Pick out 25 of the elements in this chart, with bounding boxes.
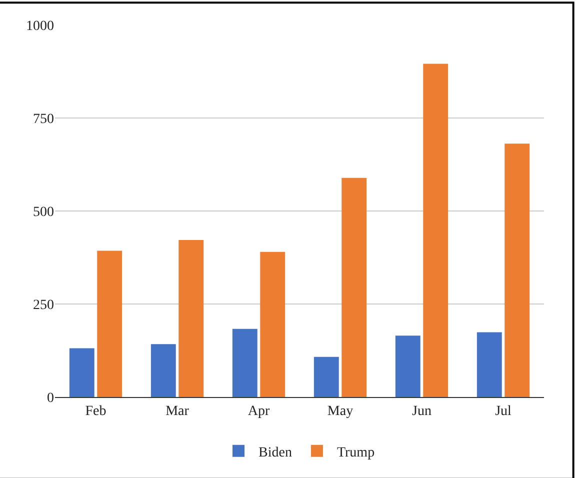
bar: [395, 336, 420, 397]
bar: [260, 252, 286, 397]
bar: [97, 250, 122, 397]
legend-label: Biden: [258, 445, 292, 460]
y-tick-label: 500: [33, 204, 54, 220]
bar: [342, 178, 367, 397]
y-tick-label: 250: [33, 298, 54, 313]
x-tick-label: Feb: [85, 404, 106, 419]
x-tick-label: May: [327, 404, 354, 419]
x-tick-label: Jun: [412, 404, 432, 419]
y-tick-label: 1000: [26, 18, 54, 34]
x-tick-label: Apr: [248, 404, 270, 419]
bar: [504, 144, 530, 397]
bar: [69, 348, 94, 397]
y-tick-label: 0: [47, 390, 54, 406]
x-tick-label: Jul: [495, 404, 512, 419]
y-tick-label: 750: [33, 112, 54, 127]
bar: [232, 328, 258, 397]
bar: [476, 332, 502, 397]
bar: [150, 344, 176, 397]
x-tick-label: Mar: [166, 404, 190, 419]
bar: [423, 64, 448, 397]
bar: [314, 356, 339, 397]
legend-label: Trump: [336, 445, 375, 460]
bar: [178, 240, 204, 397]
